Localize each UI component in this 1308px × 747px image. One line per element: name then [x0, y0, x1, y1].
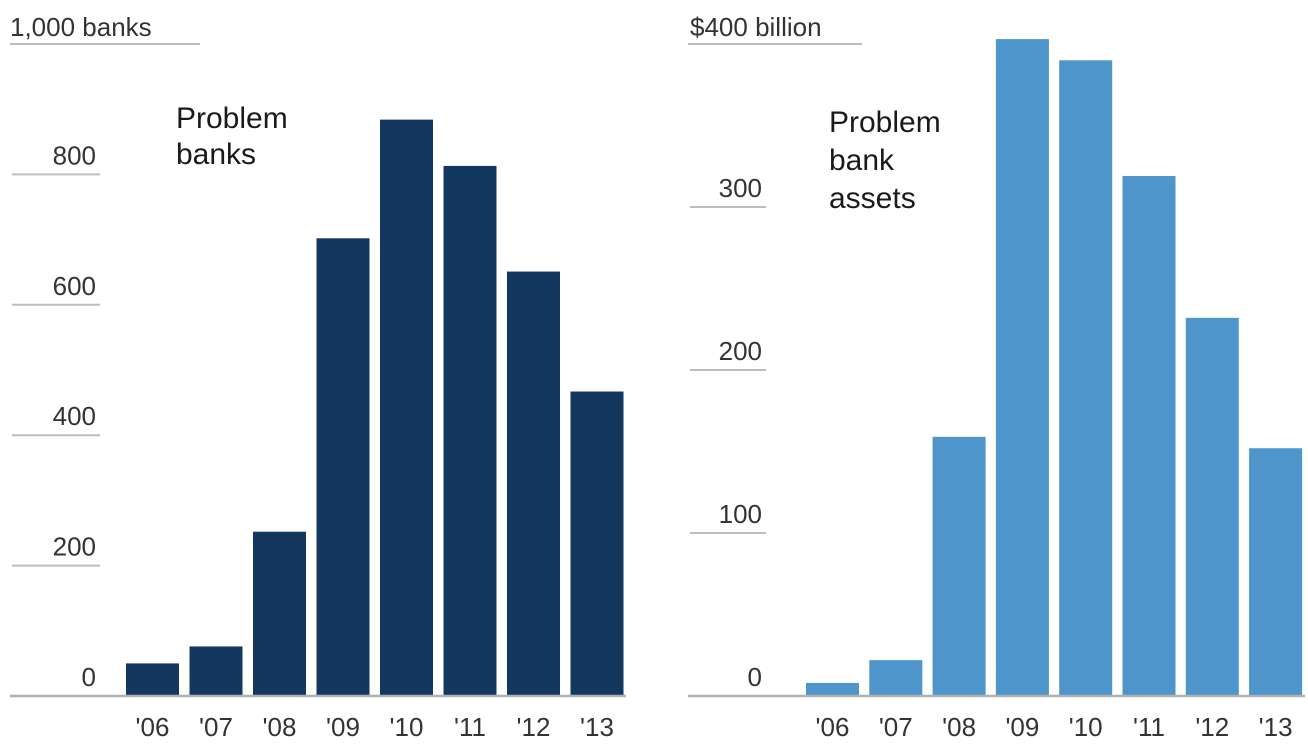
banks-y-tick-label: 600 — [53, 271, 96, 301]
assets-x-tick-label: '06 — [816, 712, 850, 742]
banks-annotation: Problem banks — [176, 102, 288, 171]
banks-x-tick-label: '12 — [517, 712, 551, 742]
assets-bar — [1059, 60, 1113, 697]
banks-x-tick-label: '09 — [326, 712, 360, 742]
banks-bar — [380, 119, 433, 696]
assets-x-tick-label: '10 — [1069, 712, 1103, 742]
banks-bar — [570, 391, 624, 696]
problem-bank-assets-chart: $400 billion 300 200 100 0 '06 '07 '08 '09 '10 '11… — [688, 12, 1305, 742]
banks-x-tick-label: '07 — [199, 712, 233, 742]
banks-bar — [126, 663, 179, 696]
banks-x-tick-label: '10 — [390, 712, 424, 742]
banks-bar — [443, 165, 497, 696]
banks-x-tick-label: '08 — [263, 712, 297, 742]
assets-bar — [869, 660, 923, 696]
assets-y-tick-label: 100 — [719, 499, 762, 529]
banks-unit-label: 1,000 banks — [10, 12, 152, 42]
assets-bar — [995, 39, 1049, 697]
assets-x-tick-label: '09 — [1005, 712, 1039, 742]
banks-x-tick-label: '11 — [454, 712, 486, 742]
banks-x-tick-label: '13 — [580, 712, 614, 742]
assets-bar — [806, 682, 859, 696]
banks-annotation-line: banks — [176, 138, 256, 171]
banks-x-tick-label: '06 — [136, 712, 170, 742]
assets-x-tick-label: '13 — [1259, 712, 1293, 742]
assets-x-tick-label: '07 — [879, 712, 913, 742]
assets-x-tick-label: '11 — [1133, 712, 1165, 742]
banks-y-tick-label: 200 — [53, 532, 96, 562]
problem-banks-chart: 1,000 banks 800 600 400 200 0 '06 '07 '08 '09 '10 '… — [10, 12, 626, 742]
banks-bar — [189, 646, 243, 696]
assets-bar — [1122, 176, 1176, 696]
assets-y-tick-label: 300 — [719, 173, 762, 203]
assets-y-tick-label: 0 — [748, 662, 762, 692]
banks-y-tick-label: 800 — [53, 140, 96, 170]
assets-annotation-line: Problem — [829, 106, 941, 139]
banks-y-tick-label: 400 — [53, 401, 96, 431]
assets-unit-label: $400 billion — [690, 12, 822, 42]
banks-bar — [316, 238, 370, 696]
assets-bar — [932, 436, 986, 696]
assets-bar — [1249, 448, 1303, 696]
assets-annotation-line: assets — [829, 182, 916, 215]
assets-x-tick-label: '08 — [942, 712, 976, 742]
assets-y-tick-label: 200 — [719, 336, 762, 366]
assets-bar — [1185, 317, 1239, 696]
banks-y-tick-label: 0 — [82, 662, 96, 692]
banks-annotation-line: Problem — [176, 102, 288, 135]
banks-bar — [507, 271, 560, 696]
assets-annotation-line: bank — [829, 144, 895, 177]
assets-annotation: Problem bank assets — [829, 106, 941, 215]
banks-bar — [253, 531, 306, 696]
assets-x-tick-label: '12 — [1195, 712, 1229, 742]
